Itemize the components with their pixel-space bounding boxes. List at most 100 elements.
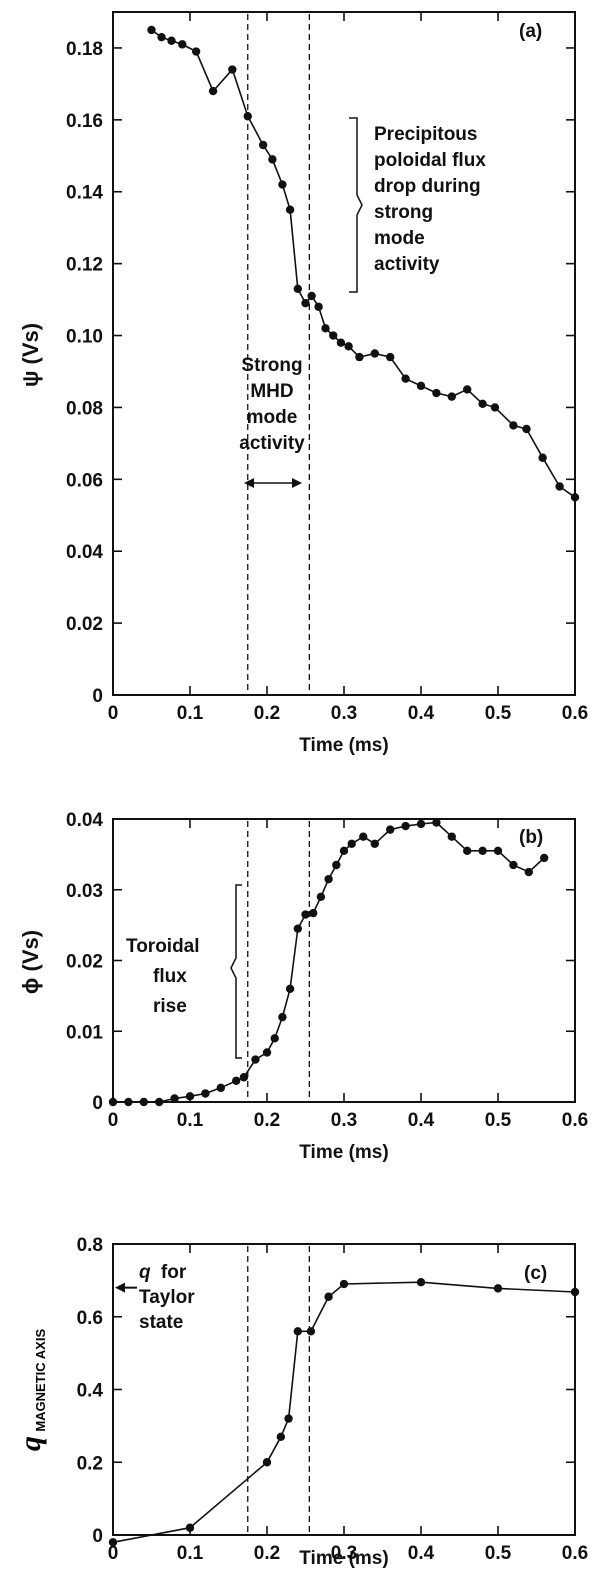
- y-tick-label: 0.06: [66, 470, 103, 491]
- data-point: [416, 381, 426, 391]
- y-tick-label: 0.14: [66, 183, 103, 204]
- data-point: [329, 331, 338, 340]
- panel-c-x-ticks: 0 0.1 0.2 0.3 0.4 0.5 0.6: [108, 1244, 588, 1564]
- x-tick-label: 0.1: [177, 703, 204, 724]
- data-point: [416, 1277, 426, 1287]
- data-point: [167, 36, 176, 45]
- panel-b-data-points: [108, 818, 549, 1107]
- data-point: [208, 86, 218, 96]
- data-point: [278, 180, 287, 189]
- data-point: [370, 839, 379, 848]
- data-point: [493, 846, 503, 856]
- brace-text-line-2: poloidal flux: [374, 150, 486, 171]
- data-point: [316, 892, 326, 902]
- data-point: [555, 482, 564, 491]
- taylor-text-line-2: Taylor: [139, 1287, 195, 1308]
- data-point: [243, 112, 252, 121]
- panel-c: 0 0.2 0.4 0.6 0.8 0 0.1 0.2 0.3 0.4 0.5 0.6 (c) q …: [14, 1235, 588, 1569]
- data-point: [284, 1414, 293, 1423]
- data-point: [538, 453, 547, 462]
- data-point: [524, 867, 533, 877]
- y-tick-label: 0.01: [66, 1022, 103, 1043]
- data-point: [262, 1048, 272, 1057]
- panel-c-mode-lines: [247, 1246, 311, 1535]
- data-point: [307, 291, 316, 301]
- panel-c-y-label-main: q: [14, 1436, 47, 1451]
- data-point: [278, 1012, 287, 1022]
- toroidal-text-line-1: Toroidal: [126, 936, 200, 957]
- panel-a-mode-lines: [247, 14, 311, 695]
- x-tick-label: 0.2: [254, 1110, 280, 1131]
- brace-text-line-3: drop during: [374, 176, 481, 197]
- y-tick-label: 0.04: [66, 810, 103, 831]
- x-tick-label: 0.1: [177, 1110, 204, 1131]
- toroidal-text-line-2: flux: [153, 966, 187, 987]
- data-point: [239, 1073, 249, 1082]
- center-text-line-2: MHD: [250, 381, 293, 402]
- x-tick-label: 0.3: [331, 1110, 357, 1131]
- data-point: [416, 819, 426, 829]
- data-point: [401, 374, 410, 383]
- data-point: [285, 205, 295, 214]
- data-point: [540, 853, 549, 863]
- panel-c-y-axis-label: q MAGNETIC AXIS: [14, 1329, 48, 1452]
- data-point: [293, 1327, 302, 1336]
- y-tick-label: 0.16: [66, 111, 103, 132]
- data-point: [301, 910, 310, 919]
- brace-text-line-4: strong: [374, 202, 433, 223]
- x-tick-label: 0.2: [254, 1543, 280, 1564]
- data-point: [522, 424, 531, 434]
- panel-c-label: (c): [524, 1263, 547, 1284]
- data-point: [347, 839, 356, 848]
- data-point: [178, 40, 187, 49]
- y-tick-label: 0.18: [66, 39, 103, 60]
- y-tick-label: 0: [92, 686, 103, 707]
- x-tick-label: 0.6: [562, 1543, 588, 1564]
- data-point: [336, 338, 346, 347]
- x-tick-label: 0.5: [485, 1543, 512, 1564]
- panel-a-data-points: [147, 25, 580, 502]
- panel-b-label: (b): [519, 827, 543, 848]
- data-point: [293, 284, 302, 293]
- data-point: [216, 1083, 225, 1093]
- data-point: [447, 832, 456, 841]
- x-tick-label: 0.3: [331, 703, 357, 724]
- data-point: [401, 821, 410, 831]
- data-point: [268, 155, 277, 164]
- x-tick-label: 0.2: [254, 703, 280, 724]
- panel-c-y-ticks: 0 0.2 0.4 0.6 0.8: [77, 1235, 575, 1547]
- panel-a-x-ticks: 0 0.1 0.2 0.3 0.4 0.5 0.6: [108, 12, 588, 724]
- y-tick-label: 0.04: [66, 542, 103, 563]
- x-tick-label: 0: [108, 1543, 119, 1564]
- panel-b-mode-lines: [247, 821, 311, 1102]
- y-tick-label: 0.03: [66, 881, 103, 902]
- y-tick-label: 0.02: [66, 614, 103, 635]
- data-point: [314, 302, 323, 311]
- panel-b-frame: [112, 818, 576, 1103]
- panel-b-x-axis-label: Time (ms): [299, 1142, 388, 1163]
- data-point: [232, 1076, 241, 1085]
- data-point: [447, 392, 456, 401]
- data-point: [170, 1094, 179, 1103]
- data-point: [201, 1089, 210, 1098]
- data-point: [139, 1097, 148, 1107]
- panel-c-data-points: [108, 1277, 580, 1547]
- data-point: [258, 140, 268, 150]
- x-tick-label: 0: [108, 703, 119, 724]
- data-point: [124, 1097, 133, 1107]
- panel-c-y-label-sub: MAGNETIC AXIS: [33, 1329, 48, 1432]
- data-point: [359, 832, 368, 841]
- panel-b: 0 0.01 0.02 0.03 0.04 0 0.1 0.2 0.3 0.4 0.5 0.6 (b…: [18, 810, 588, 1163]
- toroidal-text-line-3: rise: [153, 996, 187, 1017]
- y-tick-label: 0: [92, 1093, 103, 1114]
- x-tick-label: 0: [108, 1110, 119, 1131]
- data-point: [251, 1055, 260, 1064]
- data-point: [463, 385, 472, 394]
- brace-text-line-5: mode: [374, 228, 425, 249]
- data-point: [276, 1432, 286, 1441]
- data-point: [490, 403, 500, 412]
- taylor-arrow: [115, 1282, 137, 1293]
- panel-a-frame: [112, 11, 576, 696]
